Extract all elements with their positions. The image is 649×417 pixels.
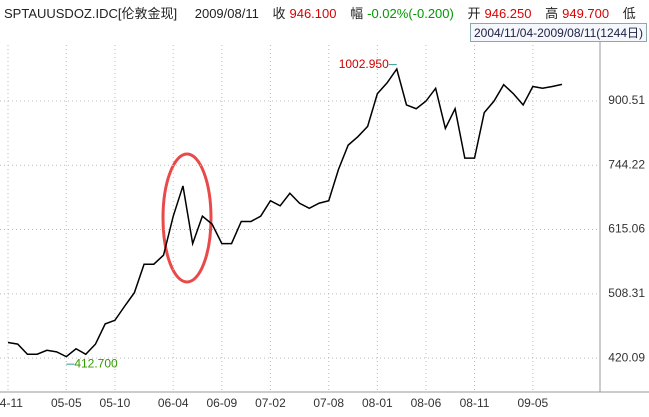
change-label: 幅	[350, 6, 364, 21]
x-tick-label: 08-11	[460, 396, 490, 410]
date: 2009/08/11	[194, 6, 259, 21]
y-tick-label: 744.22	[608, 157, 645, 171]
x-tick-label: 08-01	[362, 396, 393, 410]
y-tick-label: 508.31	[608, 286, 645, 300]
symbol: SPTAUUSDOZ.IDC[伦敦金现]	[4, 6, 178, 21]
high-label: 高	[545, 6, 559, 21]
close: 946.100	[289, 6, 337, 21]
y-tick-label: 615.06	[608, 222, 645, 236]
open: 946.250	[484, 6, 532, 21]
annotation: 1002.950	[339, 57, 389, 71]
date-range: 2004/11/04-2009/08/11(1244日)	[469, 23, 647, 42]
x-tick-label: 06-04	[158, 396, 189, 410]
high: 949.700	[562, 6, 610, 21]
change: -0.02%(-0.200)	[367, 6, 454, 21]
price-line	[7, 67, 563, 358]
x-tick-label: 08-06	[411, 396, 442, 410]
x-tick-label: 05-10	[100, 396, 131, 410]
x-tick-label: 09-05	[517, 396, 548, 410]
y-tick-label: 420.09	[608, 350, 645, 364]
x-tick-label: 06-09	[206, 396, 237, 410]
annotation: 412.700	[74, 356, 118, 370]
quote-header: SPTAUUSDOZ.IDC[伦敦金现] 2009/08/11 收 946.100…	[4, 3, 640, 22]
open-label: 开	[467, 6, 481, 21]
x-tick-label: 07-08	[313, 396, 344, 410]
y-tick-label: 900.51	[608, 93, 645, 107]
x-tick-label: 05-05	[51, 396, 82, 410]
highlight-ellipse	[161, 152, 213, 284]
low-label: 低	[622, 6, 636, 21]
close-label: 收	[272, 6, 286, 21]
x-tick-label: 07-02	[255, 396, 286, 410]
x-tick-label: 04-11	[0, 396, 23, 410]
